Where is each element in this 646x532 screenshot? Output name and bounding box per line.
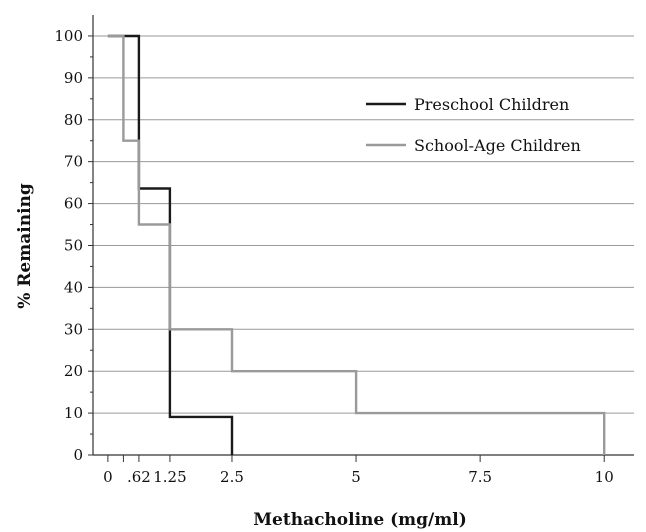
y-tick-label-80: 80: [64, 111, 83, 129]
x-axis-title: Methacholine (mg/ml): [253, 510, 467, 530]
y-tick-label-30: 30: [64, 320, 83, 338]
y-axis-title: % Remaining: [15, 183, 35, 309]
y-tick-label-20: 20: [64, 362, 83, 380]
legend-label-0: Preschool Children: [414, 95, 569, 114]
axes: 0 10 20 30 40 50 60 70 80 90 100 0 .62 1.25 2.5 5 7.5 10: [54, 15, 634, 486]
y-tick-label-70: 70: [64, 153, 83, 171]
x-tick-label-3: 1.25: [153, 468, 186, 486]
x-tick-label-7: 10: [595, 468, 614, 486]
y-tick-label-40: 40: [64, 278, 83, 296]
series-line-0: [107, 34, 234, 455]
x-tick-label-0: 0: [103, 468, 113, 486]
y-tick-label-50: 50: [64, 236, 83, 254]
series-line-1: [107, 34, 606, 455]
x-tick-label-4: 2.5: [220, 468, 244, 486]
y-tick-label-10: 10: [64, 404, 83, 422]
series-lines: [107, 34, 606, 455]
y-tick-label-100: 100: [54, 27, 83, 45]
y-tick-label-0: 0: [73, 446, 83, 464]
x-tick-label-5: 5: [351, 468, 361, 486]
x-tick-label-6: 7.5: [468, 468, 492, 486]
legend-label-1: School-Age Children: [414, 136, 581, 155]
y-tick-label-90: 90: [64, 69, 83, 87]
legend: Preschool Children School-Age Children: [366, 95, 581, 155]
y-tick-label-60: 60: [64, 195, 83, 213]
x-tick-label-2: .62: [127, 468, 151, 486]
gridlines: [93, 35, 634, 414]
